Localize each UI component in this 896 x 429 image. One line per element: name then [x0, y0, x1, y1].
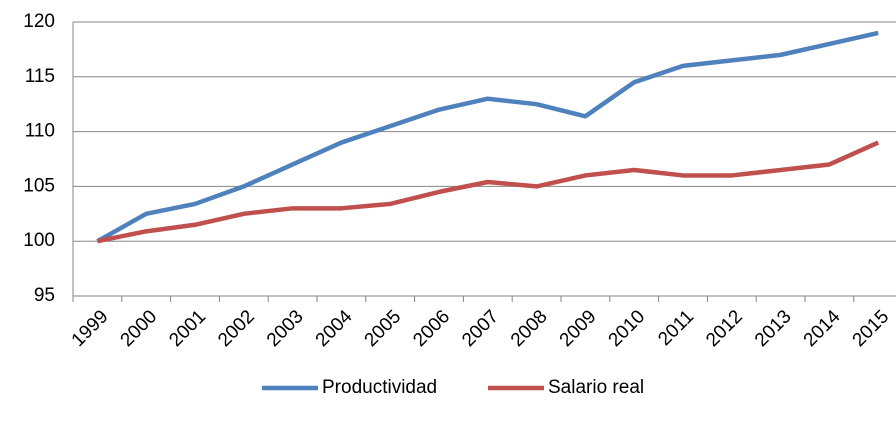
- x-tick-label: 2002: [214, 306, 259, 351]
- x-tick-label: 2005: [361, 306, 406, 351]
- x-tick-label: 2008: [507, 306, 552, 351]
- y-tick-label: 105: [23, 175, 55, 196]
- x-tick-label: 2000: [117, 306, 162, 351]
- y-tick-label: 110: [25, 121, 55, 142]
- y-tick-label: 100: [23, 230, 55, 251]
- x-tick-label: 2015: [849, 306, 894, 351]
- legend-label: Salario real: [548, 377, 644, 398]
- x-tick-label: 1999: [68, 306, 113, 351]
- x-tick-label: 2011: [654, 306, 698, 350]
- series-line: [96, 140, 880, 244]
- x-tick-label: 2014: [800, 306, 845, 351]
- x-tick-label: 2001: [165, 306, 210, 351]
- legend-label: Productividad: [322, 377, 437, 398]
- x-tick-label: 2013: [751, 306, 796, 351]
- x-tick-label: 2003: [263, 306, 308, 351]
- y-tick-label: 95: [34, 285, 55, 306]
- x-tick-label: 2010: [605, 306, 650, 351]
- y-tick-label: 120: [23, 11, 55, 32]
- x-tick-label: 2009: [556, 306, 601, 351]
- x-tick-label: 2012: [702, 306, 747, 351]
- x-tick-label: 2006: [409, 306, 454, 351]
- x-tick-label: 2007: [458, 306, 503, 351]
- x-tick-label: 2004: [312, 306, 357, 351]
- series-line: [96, 30, 879, 244]
- y-tick-label: 115: [25, 66, 55, 87]
